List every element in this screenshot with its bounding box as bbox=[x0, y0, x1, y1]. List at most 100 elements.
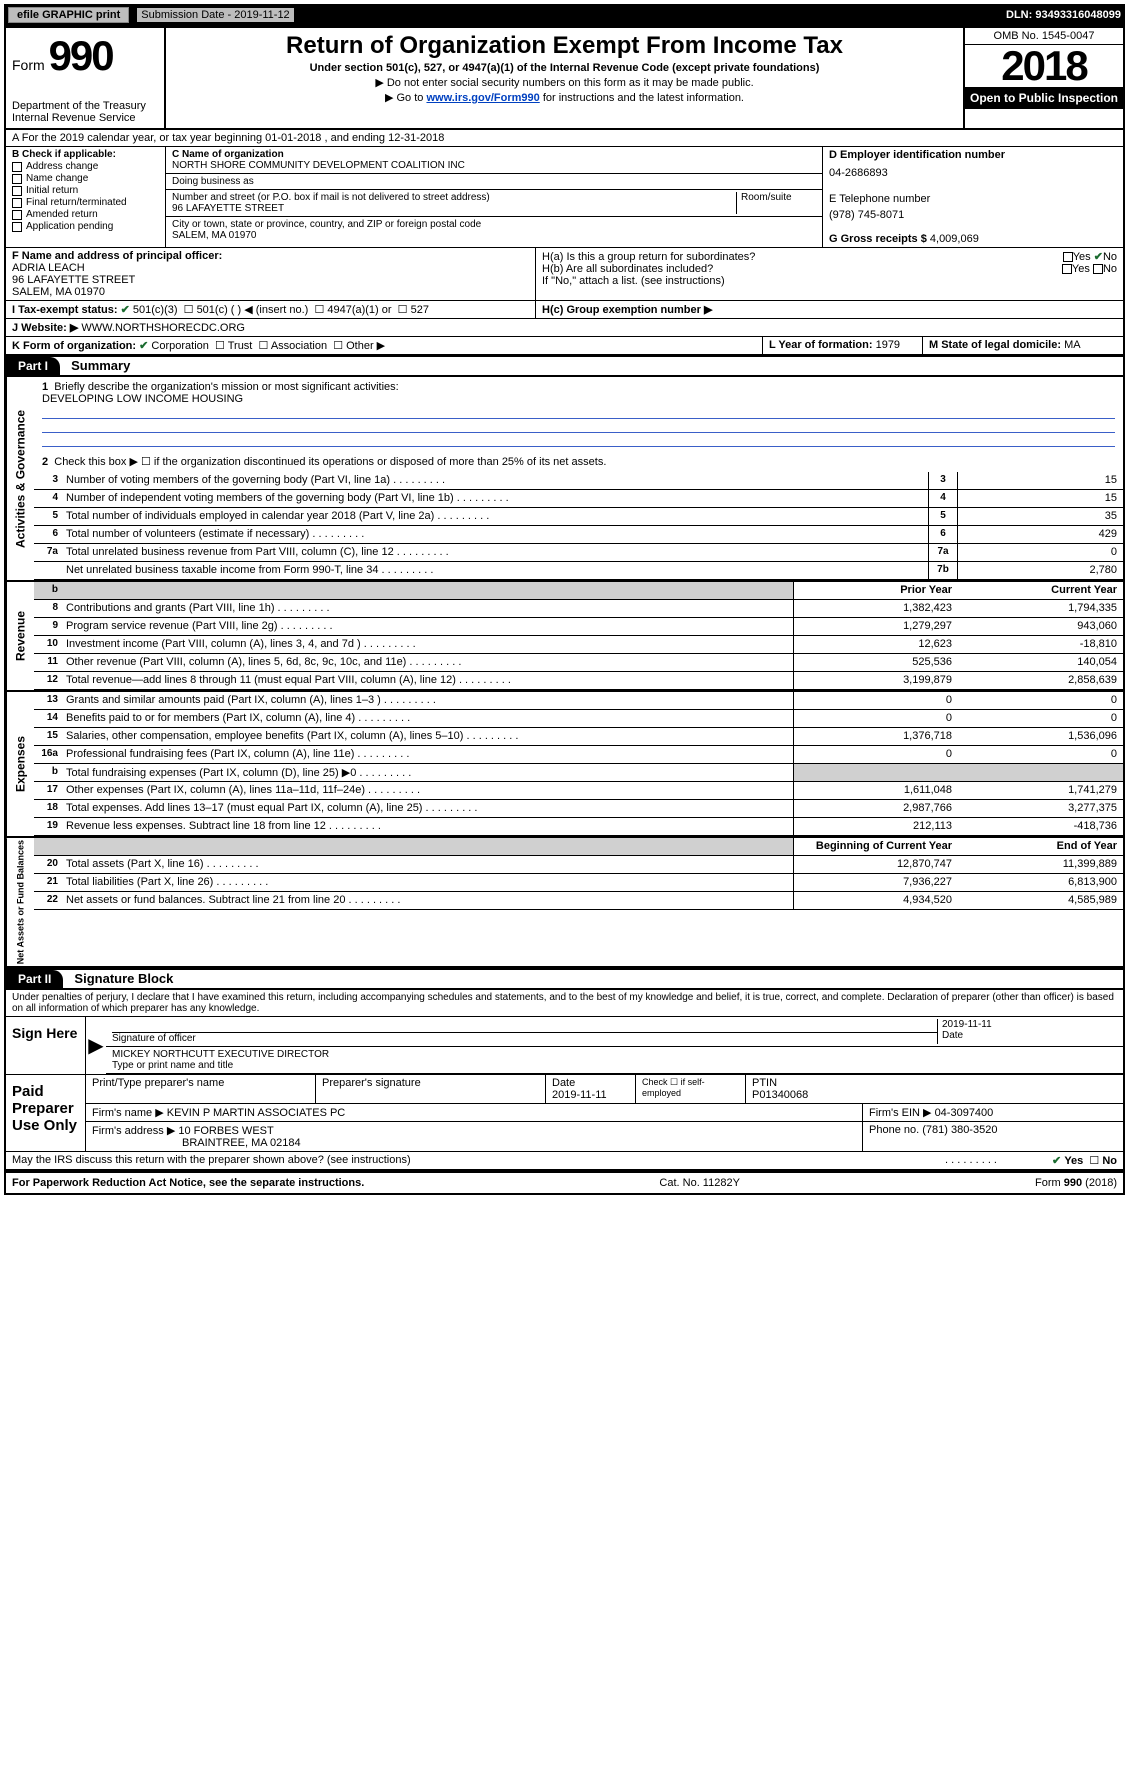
row-num: b bbox=[34, 582, 62, 599]
row-desc: Net assets or fund balances. Subtract li… bbox=[62, 892, 793, 909]
prior-value: 1,611,048 bbox=[793, 782, 958, 799]
trust-label: Trust bbox=[228, 340, 253, 352]
addr-label: Number and street (or P.O. box if mail i… bbox=[172, 192, 736, 203]
firm-phone-label: Phone no. bbox=[869, 1124, 919, 1136]
row-key: 4 bbox=[928, 490, 958, 507]
yes-label: Yes bbox=[1073, 251, 1091, 263]
pra-notice: For Paperwork Reduction Act Notice, see … bbox=[12, 1177, 364, 1189]
checkbox-final-return[interactable] bbox=[12, 198, 22, 208]
telephone-label: E Telephone number bbox=[829, 193, 1117, 205]
row-desc: Total number of volunteers (estimate if … bbox=[62, 526, 928, 543]
blue-underline bbox=[42, 419, 1115, 433]
checkbox-address-change[interactable] bbox=[12, 162, 22, 172]
row-value: 2,780 bbox=[958, 562, 1123, 579]
current-value: 6,813,900 bbox=[958, 874, 1123, 891]
row-desc: Total assets (Part X, line 16) bbox=[62, 856, 793, 873]
line-a: A For the 2019 calendar year, or tax yea… bbox=[6, 130, 1123, 147]
row-desc: Total unrelated business revenue from Pa… bbox=[62, 544, 928, 561]
hb-yes-checkbox[interactable] bbox=[1062, 264, 1072, 274]
sign-date: 2019-11-11 bbox=[942, 1019, 1117, 1030]
527-label: 527 bbox=[411, 304, 429, 316]
row-num: 13 bbox=[34, 692, 62, 709]
firm-phone: (781) 380-3520 bbox=[922, 1124, 997, 1136]
prior-year-header: Prior Year bbox=[793, 582, 958, 599]
sign-here-label: Sign Here bbox=[6, 1017, 86, 1074]
501c3-check-icon: ✔ bbox=[121, 304, 130, 316]
efile-print-button[interactable]: efile GRAPHIC print bbox=[8, 7, 129, 23]
telephone-value: (978) 745-8071 bbox=[829, 209, 1117, 221]
form-number: 990 bbox=[49, 32, 113, 79]
part2-title: Signature Block bbox=[66, 971, 173, 986]
website-url: WWW.NORTHSHORECDC.ORG bbox=[81, 322, 245, 334]
prior-value: 1,382,423 bbox=[793, 600, 958, 617]
row-value: 15 bbox=[958, 490, 1123, 507]
signature-line[interactable] bbox=[112, 1019, 937, 1033]
row-desc: Salaries, other compensation, employee b… bbox=[62, 728, 793, 745]
firm-addr2: BRAINTREE, MA 02184 bbox=[92, 1137, 856, 1149]
row-desc: Other revenue (Part VIII, column (A), li… bbox=[62, 654, 793, 671]
dept-treasury: Department of the Treasury bbox=[12, 100, 158, 112]
current-value: 0 bbox=[958, 692, 1123, 709]
chk-label: Application pending bbox=[26, 221, 113, 232]
officer-name: ADRIA LEACH bbox=[12, 262, 529, 274]
row-desc: Total expenses. Add lines 13–17 (must eq… bbox=[62, 800, 793, 817]
row-desc: Contributions and grants (Part VIII, lin… bbox=[62, 600, 793, 617]
part2-tag: Part II bbox=[6, 970, 63, 988]
501c-label: 501(c) ( ) ◀ (insert no.) bbox=[197, 304, 309, 316]
hb-label: H(b) Are all subordinates included? bbox=[542, 263, 1062, 275]
checkbox-initial-return[interactable] bbox=[12, 186, 22, 196]
irs-gov-link[interactable]: www.irs.gov/Form990 bbox=[426, 92, 539, 104]
row-key: 7a bbox=[928, 544, 958, 561]
row-num: 3 bbox=[34, 472, 62, 489]
yes-label: Yes bbox=[1064, 1155, 1083, 1167]
hb-note: If "No," attach a list. (see instruction… bbox=[542, 275, 1117, 287]
corp-check-icon: ✔ bbox=[139, 340, 148, 352]
current-value: 1,536,096 bbox=[958, 728, 1123, 745]
row-num: 20 bbox=[34, 856, 62, 873]
ssn-note: ▶ Do not enter social security numbers o… bbox=[172, 76, 957, 89]
part1-title: Summary bbox=[63, 358, 130, 373]
row-desc: Investment income (Part VIII, column (A)… bbox=[62, 636, 793, 653]
row-desc: Program service revenue (Part VIII, line… bbox=[62, 618, 793, 635]
checkbox-app-pending[interactable] bbox=[12, 222, 22, 232]
org-name: NORTH SHORE COMMUNITY DEVELOPMENT COALIT… bbox=[172, 160, 816, 171]
row-desc: Other expenses (Part IX, column (A), lin… bbox=[62, 782, 793, 799]
ha-yes-checkbox[interactable] bbox=[1063, 252, 1073, 262]
no-label: No bbox=[1103, 263, 1117, 275]
corp-label: Corporation bbox=[151, 340, 208, 352]
hb-no-checkbox[interactable] bbox=[1093, 264, 1103, 274]
row-desc: Total number of individuals employed in … bbox=[62, 508, 928, 525]
prior-value: 1,279,297 bbox=[793, 618, 958, 635]
assoc-label: Association bbox=[271, 340, 327, 352]
officer-name-title: MICKEY NORTHCUTT EXECUTIVE DIRECTOR bbox=[112, 1049, 1117, 1060]
row-num: 12 bbox=[34, 672, 62, 689]
gross-receipts-value: 4,009,069 bbox=[930, 233, 979, 245]
submission-date: Submission Date - 2019-11-12 bbox=[137, 8, 293, 22]
row-desc: Total fundraising expenses (Part IX, col… bbox=[62, 764, 793, 781]
vlabel-expenses: Expenses bbox=[6, 692, 34, 836]
501c3-label: 501(c)(3) bbox=[133, 304, 178, 316]
gross-receipts-label: G Gross receipts $ bbox=[829, 233, 927, 245]
blank bbox=[62, 838, 793, 855]
street-address: 96 LAFAYETTE STREET bbox=[172, 203, 736, 214]
current-value: 11,399,889 bbox=[958, 856, 1123, 873]
row-num: 17 bbox=[34, 782, 62, 799]
ptin-label: PTIN bbox=[752, 1077, 1117, 1089]
hc-label: H(c) Group exemption number ▶ bbox=[542, 304, 712, 316]
form-org-label: K Form of organization: bbox=[12, 340, 136, 352]
chk-label: Name change bbox=[26, 173, 88, 184]
self-employed-label: Check ☐ if self-employed bbox=[636, 1075, 746, 1103]
name-title-label: Type or print name and title bbox=[112, 1060, 1117, 1071]
form-header: Form 990 Department of the Treasury Inte… bbox=[6, 28, 1123, 130]
form-title: Return of Organization Exempt From Incom… bbox=[172, 32, 957, 60]
row-num: 10 bbox=[34, 636, 62, 653]
end-year-header: End of Year bbox=[958, 838, 1123, 855]
prior-value: 12,870,747 bbox=[793, 856, 958, 873]
discuss-label: May the IRS discuss this return with the… bbox=[12, 1154, 945, 1167]
city-state-zip: SALEM, MA 01970 bbox=[172, 230, 816, 241]
checkbox-name-change[interactable] bbox=[12, 174, 22, 184]
row-num: 14 bbox=[34, 710, 62, 727]
blue-underline bbox=[42, 433, 1115, 447]
form-container: Form 990 Department of the Treasury Inte… bbox=[4, 26, 1125, 1195]
checkbox-amended[interactable] bbox=[12, 210, 22, 220]
